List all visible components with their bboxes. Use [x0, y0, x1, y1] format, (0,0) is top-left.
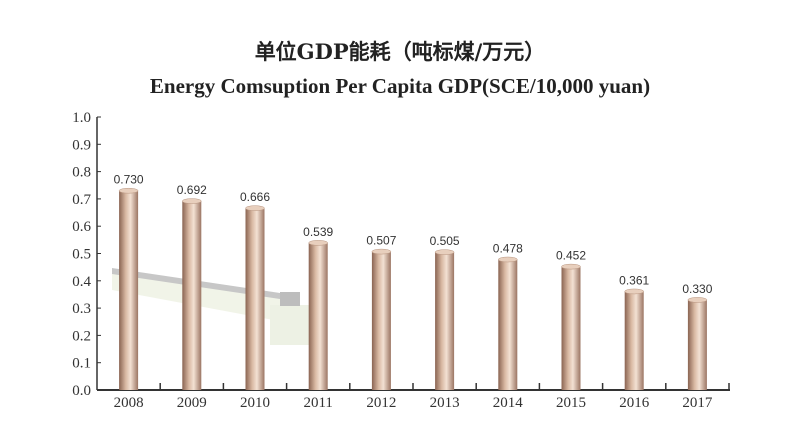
- chart-subtitle: Energy Comsuption Per Capita GDP(SCE/10,…: [149, 74, 651, 98]
- y-tick-label: 0.2: [72, 328, 91, 344]
- bar-2009: [182, 201, 202, 390]
- y-tick-label: 0.9: [72, 137, 91, 153]
- bar-2013: [435, 252, 455, 390]
- x-tick-label: 2012: [366, 395, 396, 411]
- y-tick-label: 0.4: [72, 274, 91, 290]
- bar-2010: [245, 208, 265, 390]
- data-label: 0.730: [114, 173, 144, 187]
- bar-2016: [624, 291, 644, 390]
- bar-cap-2012: [371, 248, 392, 255]
- data-label: 0.692: [177, 183, 207, 197]
- data-label: 0.478: [493, 242, 523, 256]
- data-label: 0.452: [556, 249, 586, 263]
- y-tick-label: 0.6: [72, 219, 91, 235]
- bar-cap-2010: [245, 205, 265, 211]
- x-tick-label: 2013: [430, 395, 460, 411]
- background-train-decoration: [112, 268, 325, 345]
- data-label: 0.330: [682, 282, 712, 296]
- x-tick-label: 2014: [493, 395, 524, 411]
- data-label: 0.361: [619, 273, 649, 287]
- bar-cap-2017: [687, 297, 708, 303]
- bar-cap-2009: [182, 198, 202, 204]
- y-tick-label: 0.1: [72, 356, 91, 372]
- bar-2011: [308, 242, 328, 390]
- bar-cap-2015: [561, 263, 581, 270]
- chart-title: 单位GDP能耗（吨标煤/万元）: [254, 39, 546, 64]
- x-tick-label: 2010: [240, 395, 270, 411]
- y-tick-label: 0.7: [72, 192, 91, 208]
- bar-2012: [371, 251, 391, 390]
- bar-2014: [498, 259, 518, 390]
- x-tick-label: 2016: [619, 395, 650, 411]
- data-label: 0.666: [240, 190, 270, 204]
- y-tick-label: 0.8: [72, 165, 91, 181]
- data-label: 0.507: [366, 234, 396, 248]
- data-label: 0.539: [303, 225, 333, 239]
- bar-cap-2011: [308, 240, 328, 246]
- bar-cap-2013: [434, 249, 455, 255]
- bar-cap-2008: [118, 187, 139, 194]
- x-tick-label: 2011: [303, 395, 332, 411]
- y-tick-label: 1.0: [72, 110, 91, 126]
- bar-2015: [561, 266, 581, 390]
- x-tick-label: 2015: [556, 395, 586, 411]
- bar-2008: [119, 190, 139, 390]
- y-tick-label: 0.5: [72, 247, 91, 263]
- y-tick-label: 0.0: [72, 383, 91, 399]
- bar-cap-2016: [624, 288, 644, 295]
- data-label: 0.505: [430, 234, 460, 248]
- bar-2017: [687, 299, 707, 390]
- x-tick-label: 2017: [682, 395, 713, 411]
- y-tick-label: 0.3: [72, 301, 91, 317]
- x-tick-label: 2008: [114, 395, 144, 411]
- bar-cap-2014: [498, 256, 518, 263]
- x-tick-label: 2009: [177, 395, 207, 411]
